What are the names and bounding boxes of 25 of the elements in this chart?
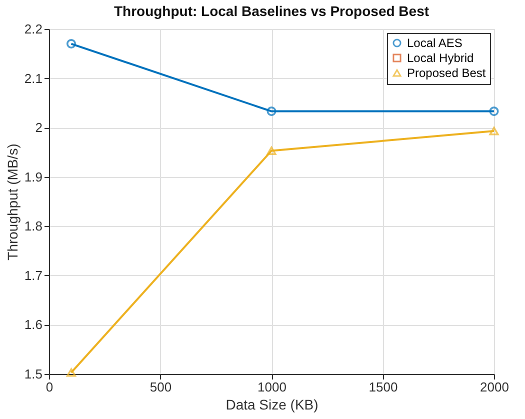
x-tick-label: 1000 (258, 380, 286, 394)
x-axis-title: Data Size (KB) (226, 396, 318, 412)
legend-label: Local AES (407, 36, 462, 50)
point (489, 106, 499, 116)
y-axis-title: Throughput (MB/s) (4, 144, 20, 260)
y-tick-label: 1.5 (24, 366, 42, 382)
point (66, 368, 76, 377)
y-tick-label: 1.9 (24, 169, 42, 184)
y-tick-label: 2.2 (24, 22, 42, 36)
y-tick-label: 1.6 (24, 317, 42, 332)
y-tick-label: 1.8 (24, 218, 42, 234)
legend-label: Local Hybrid (407, 51, 474, 65)
point (266, 146, 276, 155)
x-tick-label: 2000 (480, 380, 509, 394)
y-tick-label: 2.1 (24, 70, 42, 86)
y-tick-label: 1.7 (24, 268, 42, 283)
point (266, 106, 276, 116)
point (489, 126, 499, 136)
x-tick-label: 0 (46, 380, 54, 394)
x-tick-label: 500 (150, 380, 172, 394)
chart-title: Throughput: Local Baselines vs Proposed Best (114, 3, 430, 19)
legend-label: Proposed Best (407, 66, 486, 80)
y-tick-label: 2 (35, 120, 42, 136)
point (66, 39, 76, 49)
x-tick-label: 1500 (368, 380, 398, 394)
